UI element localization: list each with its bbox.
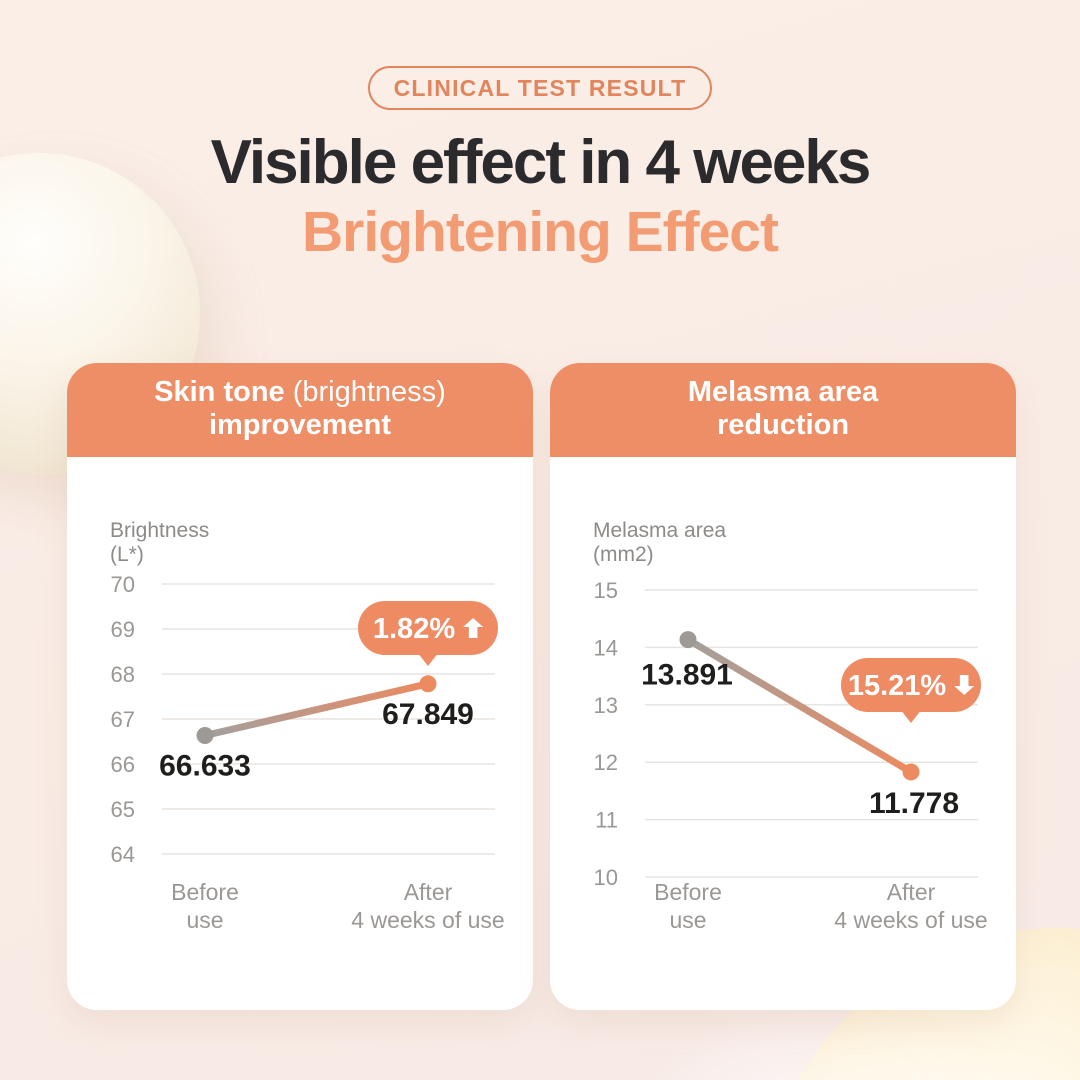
line-chart-skin-tone: Brightness (L*) 70 69 68 67 66 65 64 66.633 67.849… (67, 457, 533, 1010)
clinical-test-badge-label: CLINICAL TEST RESULT (393, 74, 687, 101)
y-tick-label: 66 (111, 752, 135, 777)
value-label: 13.891 (641, 659, 733, 692)
x-axis-label: After (404, 879, 453, 905)
x-axis-label: use (669, 907, 706, 933)
up-arrow-icon (463, 618, 484, 638)
y-tick-label: 13 (594, 693, 618, 718)
result-cards: Skin tone (brightness) improvement Brigh… (67, 363, 1016, 1010)
change-badge-label: 15.21% (848, 670, 947, 702)
y-tick-label: 65 (111, 797, 135, 822)
change-badge: 1.82% (358, 601, 498, 666)
y-tick-label: 70 (111, 572, 135, 597)
page-title: Visible effect in 4 weeks (210, 128, 872, 197)
y-tick-label: 68 (111, 662, 135, 687)
y-tick-label: 69 (111, 617, 135, 642)
card-melasma: Melasma area reduction Melasma area (mm2)… (550, 363, 1016, 1010)
card-header-line2: reduction (716, 409, 850, 441)
y-tick-label: 11 (595, 808, 618, 833)
x-axis-label: After (887, 879, 936, 905)
y-axis-title: (L*) (110, 543, 144, 566)
down-arrow-icon (954, 675, 975, 695)
y-axis-title: (mm2) (593, 543, 654, 566)
value-label: 67.849 (382, 698, 474, 731)
card-header-line1: Melasma area (550, 376, 1016, 409)
page-subtitle: Brightening Effect (302, 200, 779, 265)
y-tick-label: 14 (594, 635, 618, 660)
value-label: 11.778 (869, 787, 959, 820)
data-point-before (679, 631, 697, 649)
data-point-after (419, 675, 437, 693)
y-tick-label: 10 (594, 865, 618, 890)
card-header-line2: improvement (208, 409, 392, 441)
card-header-line1: Skin tone (brightness) (67, 376, 533, 409)
x-axis-label: Before (654, 879, 722, 905)
y-tick-label: 64 (111, 842, 135, 867)
change-badge-label: 1.82% (373, 613, 455, 645)
chart-svg: Melasma area(mm2) 15 14 13 12 11 10 13.891 11.77… (593, 519, 988, 933)
card-header-melasma: Melasma area reduction (550, 363, 1016, 457)
trend-line (201, 680, 432, 740)
y-tick-label: 15 (594, 578, 618, 603)
chart-svg: Brightness(L*) 70 69 68 67 66 65 64 66.633 67.849… (110, 519, 505, 933)
x-axis-label: 4 weeks of use (351, 907, 504, 933)
card-skin-tone: Skin tone (brightness) improvement Brigh… (67, 363, 533, 1010)
y-tick-label: 67 (111, 707, 135, 732)
x-axis-label: use (186, 907, 223, 933)
trend-line (684, 636, 915, 776)
hero-section: CLINICAL TEST RESULT Visible effect in 4… (0, 0, 1080, 263)
card-header-strong-text: Melasma area (687, 376, 879, 408)
card-header-light-text: (brightness) (284, 376, 446, 408)
x-axis-label: 4 weeks of use (834, 907, 987, 933)
data-point-after (902, 763, 920, 781)
data-point-before (196, 727, 214, 745)
clinical-test-badge: CLINICAL TEST RESULT (367, 66, 713, 110)
y-axis-title: Melasma area (593, 519, 726, 542)
value-label: 66.633 (159, 750, 251, 783)
change-badge: 15.21% (841, 658, 981, 723)
line-chart-melasma: Melasma area (mm2) 15 14 13 12 11 10 13.891 11.77… (550, 457, 1016, 1010)
y-tick-label: 12 (594, 750, 618, 775)
card-header-strong-text: Skin tone (154, 376, 285, 408)
y-axis-title: Brightness (110, 519, 209, 542)
x-axis-label: Before (171, 879, 239, 905)
card-header-skin-tone: Skin tone (brightness) improvement (67, 363, 533, 457)
